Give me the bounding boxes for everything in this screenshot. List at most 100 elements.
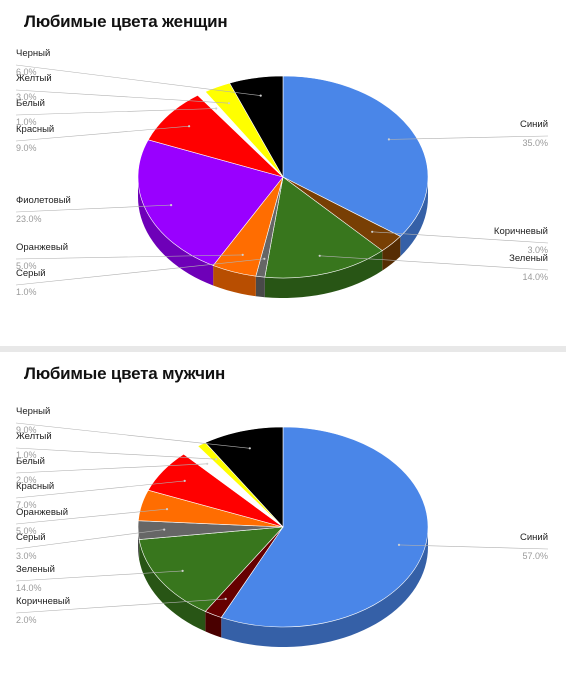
slice-percent-slice-4: 5.0% xyxy=(16,526,37,536)
leader-dot-slice-2 xyxy=(318,254,321,257)
slice-label-slice-6: Белый xyxy=(16,456,45,467)
slice-percent-slice-7: 1.0% xyxy=(16,117,37,127)
leader-dot-slice-0 xyxy=(387,138,390,141)
pie-labels-group: Синий35.0%Коричневый3.0%Зеленый14.0%Серы… xyxy=(15,48,549,297)
leader-line-slice-7 xyxy=(15,108,217,116)
leader-line-slice-5 xyxy=(15,480,185,499)
leader-line-slice-0 xyxy=(398,544,549,550)
pie-side-slice-3 xyxy=(255,276,265,298)
leader-dot-slice-5 xyxy=(170,204,173,207)
slice-label-slice-5: Фиолетовый xyxy=(16,195,71,206)
pie-top-group xyxy=(137,75,429,279)
leader-dot-slice-1 xyxy=(371,230,374,233)
leader-line-slice-6 xyxy=(15,125,190,142)
leader-line-slice-1 xyxy=(15,598,226,614)
pie-side-slice-4 xyxy=(213,265,256,297)
chart-title-men: Любимые цвета мужчин xyxy=(24,364,226,383)
slice-percent-slice-0: 35.0% xyxy=(522,138,548,148)
leader-line-slice-5 xyxy=(15,204,172,213)
leader-dot-slice-9 xyxy=(259,94,262,97)
chart-title-women: Любимые цвета женщин xyxy=(24,12,228,31)
pie-slice-slice-2 xyxy=(138,526,284,612)
slice-label-slice-5: Красный xyxy=(16,481,54,492)
leader-dot-slice-5 xyxy=(183,479,186,482)
chart-panel-men: Любимые цвета мужчин Синий 57.0% Коричневы… xyxy=(0,352,566,700)
slice-percent-slice-6: 9.0% xyxy=(16,143,37,153)
pie-slice-slice-6 xyxy=(147,94,284,178)
leader-line-slice-3 xyxy=(15,258,265,286)
leader-dot-slice-7 xyxy=(215,458,218,461)
slice-label-slice-1: Коричневый xyxy=(16,596,70,607)
leader-line-slice-3 xyxy=(15,529,165,550)
leader-dot-slice-3 xyxy=(263,257,266,260)
pie-side-slice-0 xyxy=(400,177,428,257)
leader-dot-slice-6 xyxy=(188,125,191,128)
slice-label-slice-4: Оранжевый xyxy=(16,507,68,518)
slice-percent-slice-8: 9.0% xyxy=(16,425,37,435)
leader-dot-slice-8 xyxy=(227,102,231,105)
slice-label-slice-0: Синий xyxy=(520,532,548,543)
slice-percent-slice-8: 3.0% xyxy=(16,92,37,102)
leader-dot-slice-7 xyxy=(215,107,218,110)
slice-percent-slice-1: 3.0% xyxy=(527,245,548,255)
pie-side-slice-1 xyxy=(205,611,222,638)
pie-side-slice-5 xyxy=(138,177,214,286)
leader-line-slice-1 xyxy=(372,231,549,244)
leader-dot-slice-0 xyxy=(397,543,401,546)
slice-label-slice-7: Белый xyxy=(16,98,45,109)
leader-line-slice-2 xyxy=(15,570,183,582)
leader-line-slice-7 xyxy=(15,447,217,460)
leader-line-slice-0 xyxy=(388,135,549,140)
slice-label-slice-2: Зеленый xyxy=(16,564,55,575)
pie-slice-slice-9 xyxy=(229,75,284,179)
slice-percent-slice-0: 57.0% xyxy=(522,551,548,561)
slice-label-slice-8: Желтый xyxy=(16,73,52,84)
pie-top-group xyxy=(137,426,429,628)
pie-slice-slice-0 xyxy=(282,75,429,237)
leader-line-slice-2 xyxy=(319,255,549,271)
leader-dot-slice-1 xyxy=(224,597,227,600)
slice-label-slice-6: Красный xyxy=(16,124,54,135)
leader-dot-slice-8 xyxy=(248,447,251,450)
pie-side-slice-2 xyxy=(264,250,383,298)
leader-dot-slice-6 xyxy=(206,462,209,465)
leader-line-slice-4 xyxy=(15,508,168,525)
leader-line-slice-4 xyxy=(15,254,243,260)
pie-labels-group: Синий 57.0% Коричневый 2.0% Зеленый 14.0% Серы… xyxy=(15,406,549,625)
chart-panel-women: Любимые цвета женщин Синий 35.0% Коричневы… xyxy=(0,0,566,346)
pie-slice-slice-2 xyxy=(264,176,383,279)
slice-label-slice-4: Оранжевый xyxy=(16,242,68,253)
slice-percent-slice-6: 2.0% xyxy=(16,475,37,485)
slice-percent-slice-9: 6.0% xyxy=(16,67,37,77)
slice-label-slice-2: Зеленый xyxy=(509,253,548,264)
pie-side-slice-0 xyxy=(221,527,428,647)
slice-label-slice-3: Серый xyxy=(16,268,46,279)
leader-dot-slice-4 xyxy=(165,508,169,511)
leader-line-slice-6 xyxy=(15,463,208,474)
slice-label-slice-9: Черный xyxy=(16,48,50,59)
leader-line-slice-8 xyxy=(15,89,230,104)
slice-percent-slice-1: 2.0% xyxy=(16,615,37,625)
slice-percent-slice-5: 7.0% xyxy=(16,500,37,510)
leader-line-slice-9 xyxy=(15,64,261,96)
leader-dot-slice-2 xyxy=(181,569,184,572)
slice-percent-slice-3: 3.0% xyxy=(16,551,37,561)
pie-chart-women: Синий35.0%Коричневый3.0%Зеленый14.0%Серы… xyxy=(15,48,549,298)
pie-slice-slice-0 xyxy=(220,426,429,628)
pie-side-group xyxy=(138,177,428,298)
slice-percent-slice-2: 14.0% xyxy=(522,272,548,282)
leader-dot-slice-4 xyxy=(241,253,244,256)
leader-line-slice-8 xyxy=(15,422,250,449)
pie-side-slice-1 xyxy=(382,236,401,271)
slice-percent-slice-4: 5.0% xyxy=(16,261,37,271)
slice-percent-slice-7: 1.0% xyxy=(16,450,37,460)
slice-percent-slice-5: 23.0% xyxy=(16,214,42,224)
slice-percent-slice-2: 14.0% xyxy=(16,583,42,593)
slice-label-slice-3: Серый xyxy=(16,532,46,543)
slice-label-slice-8: Черный xyxy=(16,406,50,417)
slice-label-slice-1: Коричневый xyxy=(494,226,548,237)
slice-percent-slice-3: 1.0% xyxy=(16,287,37,297)
pie-chart-men: Синий 57.0% Коричневый 2.0% Зеленый 14.0% Серы… xyxy=(15,406,549,647)
pie-side-slice-2 xyxy=(139,539,206,632)
slice-label-slice-7: Желтый xyxy=(16,431,52,442)
